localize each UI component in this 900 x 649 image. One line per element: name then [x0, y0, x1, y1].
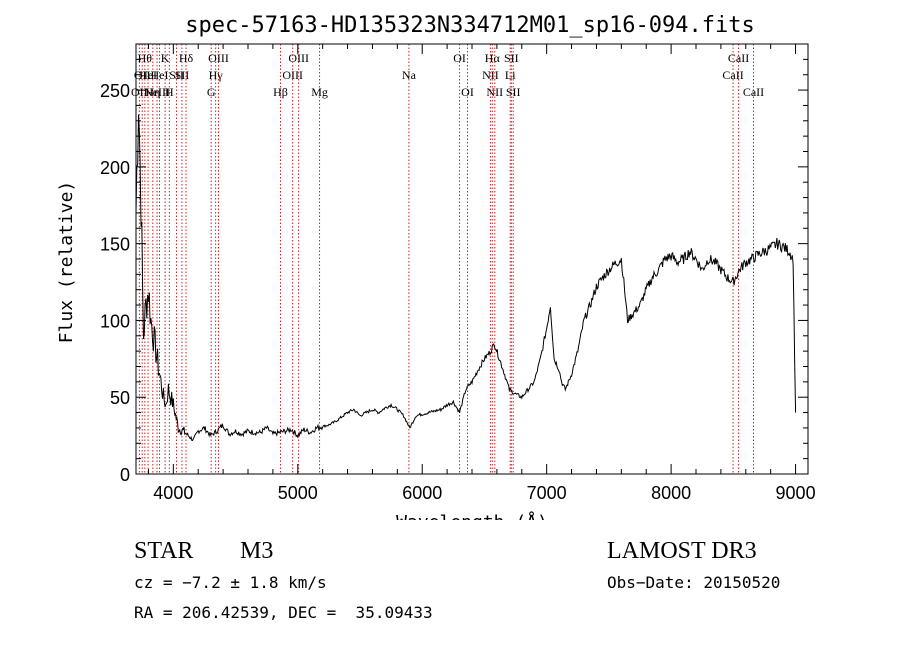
line-marker-label: OIII	[288, 51, 309, 65]
line-marker-label: K	[161, 51, 170, 65]
line-marker-label: SII	[506, 85, 521, 99]
line-marker-label: SII	[175, 68, 190, 82]
x-tick-label: 8000	[651, 483, 691, 503]
y-tick-label: 50	[110, 388, 130, 408]
coordinates: RA = 206.42539, DEC = 35.09433	[134, 603, 433, 622]
x-tick-label: 5000	[278, 483, 318, 503]
line-marker-label: SII	[504, 51, 519, 65]
y-tick-label: 200	[100, 158, 130, 178]
survey-name: LAMOST DR3	[607, 538, 757, 564]
line-marker-label: NeIII	[144, 85, 170, 99]
spectrum-line	[135, 114, 797, 442]
line-marker-label: Li	[505, 68, 516, 82]
x-tick-label: 4000	[153, 483, 193, 503]
line-marker-label: OI	[461, 85, 474, 99]
x-axis-label: Wavelength (Å)	[396, 511, 548, 520]
line-marker-label: Hη	[145, 85, 160, 99]
object-class: STAR	[134, 538, 194, 564]
y-tick-label: 250	[100, 81, 130, 101]
line-marker-label: NII	[482, 68, 499, 82]
observation-date: Obs−Date: 20150520	[607, 573, 781, 592]
line-marker-label: Hδ	[179, 51, 194, 65]
y-tick-label: 100	[100, 311, 130, 331]
y-tick-label: 0	[120, 465, 130, 485]
line-marker-label: HeI	[151, 68, 169, 82]
line-marker-label: G	[207, 85, 216, 99]
line-marker-label: OII	[131, 85, 148, 99]
line-marker-label: CaII	[743, 85, 764, 99]
line-marker-label: HeI	[139, 68, 157, 82]
line-marker-label: SII	[169, 68, 184, 82]
y-axis-ticks: 0 50 100 150 200 250	[100, 43, 808, 485]
line-marker-label: Mg	[311, 85, 328, 99]
line-marker-label: OIII	[208, 51, 229, 65]
chart-title: spec-57163-HD135323N334712M01_sp16-094.f…	[185, 13, 755, 38]
line-marker-label: Na	[402, 68, 417, 82]
line-marker-labels: OIIOIIHθHeIHηNeIIIHeIKHSIISIIHδGHγOIIIHβ…	[131, 51, 764, 99]
line-marker-label: CaII	[722, 68, 743, 82]
x-tick-label: 6000	[402, 483, 442, 503]
line-marker-label: OII	[134, 68, 151, 82]
line-marker-label: NII	[486, 85, 503, 99]
line-marker-label: OI	[453, 51, 466, 65]
line-marker-label: Hα	[485, 51, 501, 65]
y-axis-label: Flux (relative)	[56, 181, 77, 344]
line-marker-label: Hβ	[273, 85, 288, 99]
spectrum-plot: spec-57163-HD135323N334712M01_sp16-094.f…	[56, 13, 816, 520]
line-marker-label: H	[165, 85, 174, 99]
y-tick-label: 150	[100, 235, 130, 255]
x-tick-label: 7000	[527, 483, 567, 503]
plot-frame	[135, 43, 809, 475]
emission-line-markers	[138, 44, 754, 474]
object-subclass: M3	[240, 538, 274, 564]
line-marker-label: Hγ	[209, 68, 224, 82]
line-marker-label: CaII	[728, 51, 749, 65]
line-marker-label: Hθ	[138, 51, 153, 65]
line-marker-label: OIII	[282, 68, 303, 82]
redshift-velocity: cz = −7.2 ± 1.8 km/s	[134, 573, 327, 592]
x-axis-ticks: 4000 5000 6000 7000 8000 9000	[147, 44, 816, 503]
x-tick-label: 9000	[776, 483, 816, 503]
